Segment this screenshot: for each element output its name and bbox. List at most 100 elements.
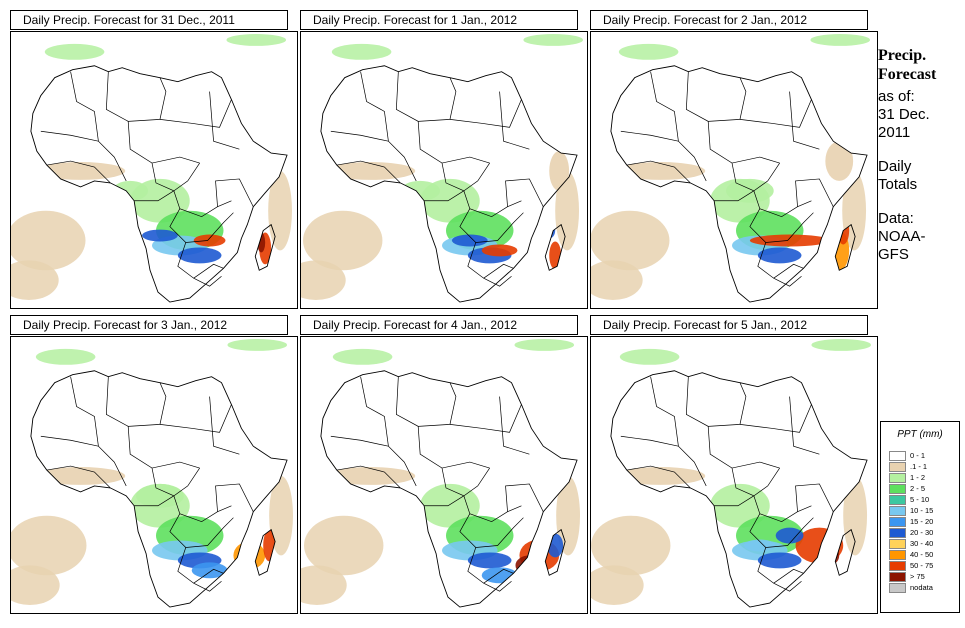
date-line: 2011 bbox=[878, 124, 911, 141]
country-border bbox=[650, 71, 707, 182]
country-border bbox=[650, 376, 707, 487]
map-svg bbox=[11, 338, 293, 608]
precip-area bbox=[44, 43, 105, 60]
precip-area bbox=[549, 151, 570, 191]
precip-area bbox=[843, 475, 868, 556]
as-of-block: as of: 31 Dec. 2011 bbox=[878, 88, 962, 142]
precip-map bbox=[590, 31, 878, 309]
country-border bbox=[467, 242, 514, 279]
precip-area bbox=[811, 338, 872, 351]
precip-area bbox=[11, 210, 86, 271]
precip-map bbox=[590, 336, 878, 614]
country-border bbox=[505, 483, 544, 512]
country-border bbox=[159, 404, 232, 433]
country-border bbox=[714, 495, 755, 507]
legend-label: 10 - 15 bbox=[910, 505, 934, 515]
legend-item: 20 - 30 bbox=[881, 527, 959, 538]
country-border bbox=[459, 513, 524, 548]
country-border bbox=[193, 580, 222, 592]
forecast-panel-6: Daily Precip. Forecast for 5 Jan., 2012 bbox=[590, 315, 878, 615]
precip-area bbox=[547, 533, 564, 558]
precip-area bbox=[179, 370, 288, 373]
precip-area bbox=[11, 565, 60, 606]
precip-map bbox=[300, 336, 588, 614]
precip-area bbox=[451, 234, 488, 247]
precip-area bbox=[469, 370, 578, 373]
country-border bbox=[731, 467, 780, 497]
country-border bbox=[441, 467, 490, 497]
precip-area bbox=[591, 515, 671, 576]
country-border bbox=[463, 495, 522, 523]
legend-item: nodata bbox=[881, 582, 959, 593]
country-border bbox=[105, 376, 167, 427]
precip-area bbox=[591, 565, 644, 606]
legend-swatch bbox=[889, 472, 906, 483]
legend-swatch bbox=[889, 560, 906, 571]
ocean-precip-layer bbox=[301, 338, 581, 606]
country-border bbox=[499, 91, 530, 150]
legend-label: 50 - 75 bbox=[910, 560, 934, 570]
legend-label: > 75 bbox=[910, 571, 925, 581]
precip-area bbox=[591, 260, 643, 301]
country-border bbox=[134, 495, 175, 507]
precip-area bbox=[332, 348, 393, 365]
precip-area bbox=[269, 475, 293, 556]
coastline bbox=[610, 370, 868, 608]
source-block: Data: NOAA- GFS bbox=[878, 210, 962, 264]
country-border bbox=[173, 190, 232, 218]
country-border bbox=[330, 130, 389, 142]
country-border bbox=[685, 376, 747, 427]
legend-swatch bbox=[889, 494, 906, 505]
legend-label: 1 - 2 bbox=[910, 472, 926, 482]
precip-area bbox=[775, 527, 804, 544]
legend-swatch bbox=[889, 571, 906, 582]
type-line: Totals bbox=[878, 176, 918, 193]
country-border bbox=[449, 404, 522, 433]
source-line: GFS bbox=[878, 246, 909, 263]
legend-item: 5 - 10 bbox=[881, 494, 959, 505]
precip-area bbox=[35, 348, 96, 365]
legend-item: 2 - 5 bbox=[881, 483, 959, 494]
title-line: Forecast bbox=[878, 66, 937, 83]
country-border bbox=[483, 580, 512, 592]
panel-title: Daily Precip. Forecast for 1 Jan., 2012 bbox=[300, 10, 578, 30]
country-border bbox=[336, 465, 401, 489]
ocean-precip-layer bbox=[11, 33, 292, 301]
country-border bbox=[169, 208, 234, 243]
precip-map bbox=[10, 336, 298, 614]
country-border bbox=[424, 190, 465, 202]
map-svg bbox=[591, 33, 871, 303]
precip-area bbox=[177, 247, 222, 264]
coastline bbox=[320, 65, 578, 303]
forecast-panel-3: Daily Precip. Forecast for 2 Jan., 2012 bbox=[590, 10, 878, 310]
precip-area bbox=[40, 493, 121, 518]
legend-swatch bbox=[889, 516, 906, 527]
precip-area bbox=[11, 260, 59, 301]
country-border bbox=[773, 275, 802, 287]
legend-item: 50 - 75 bbox=[881, 560, 959, 571]
precip-area bbox=[757, 552, 802, 569]
precip-area bbox=[226, 33, 287, 46]
country-border bbox=[105, 71, 167, 122]
coastline bbox=[610, 65, 868, 303]
precip-area bbox=[469, 65, 578, 68]
panel-title: Daily Precip. Forecast for 5 Jan., 2012 bbox=[590, 315, 868, 335]
precip-area bbox=[556, 475, 581, 556]
map-svg bbox=[301, 338, 581, 608]
legend-swatch bbox=[889, 582, 906, 593]
country-border bbox=[417, 426, 490, 469]
country-border bbox=[424, 495, 465, 507]
precip-area bbox=[193, 234, 226, 247]
legend-swatch bbox=[889, 527, 906, 538]
country-border bbox=[70, 376, 127, 487]
precip-area bbox=[757, 247, 802, 264]
precip-area bbox=[268, 170, 292, 251]
country-border bbox=[40, 435, 99, 447]
precip-area bbox=[591, 210, 670, 271]
country-border bbox=[360, 71, 417, 182]
country-border bbox=[739, 99, 812, 128]
source-line: NOAA- bbox=[878, 228, 926, 245]
madagascar-outline bbox=[254, 528, 276, 576]
precip-area bbox=[825, 141, 854, 181]
